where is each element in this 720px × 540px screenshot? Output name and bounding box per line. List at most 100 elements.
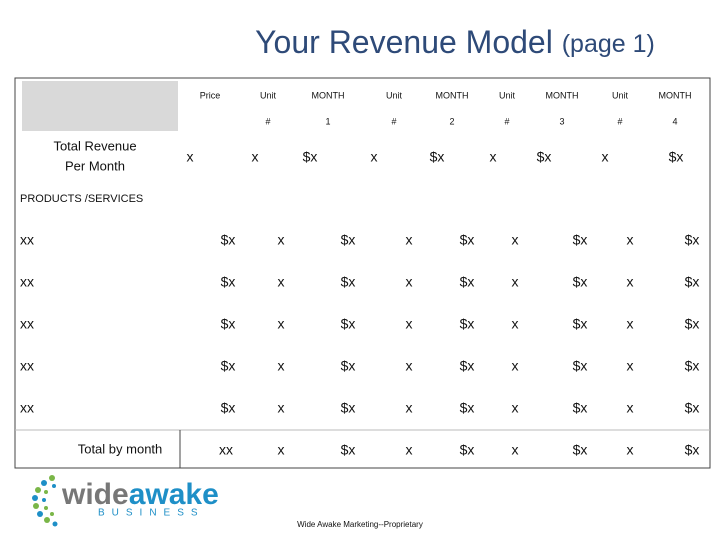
row-cell: $x <box>685 358 700 374</box>
row-cell: $x <box>341 232 356 248</box>
total-cell: x <box>406 442 413 458</box>
row-cell: x <box>278 316 285 332</box>
row-cell: $x <box>221 358 236 374</box>
row-cell: $x <box>460 274 475 290</box>
summary-cell: $x <box>537 149 552 165</box>
row-cell: x <box>512 274 519 290</box>
header-cell: MONTH <box>546 90 579 100</box>
total-cell: x <box>512 442 519 458</box>
row-cell: x <box>406 274 413 290</box>
header-cell: Unit <box>499 90 516 100</box>
total-cell: x <box>627 442 634 458</box>
table-border <box>14 77 711 469</box>
row-cell: $x <box>685 400 700 416</box>
header-cell: Unit <box>612 90 629 100</box>
row-cell: $x <box>221 316 236 332</box>
row-cell: x <box>627 358 634 374</box>
row-label: xx <box>20 400 34 416</box>
logo-wordmark: wideawake <box>61 478 219 511</box>
section-label: PRODUCTS /SERVICES <box>20 193 143 205</box>
row-cell: x <box>406 316 413 332</box>
row-cell: $x <box>460 400 475 416</box>
row-cell: x <box>278 274 285 290</box>
row-cell: $x <box>221 274 236 290</box>
header-cell: 4 <box>672 116 677 126</box>
header-cell: 3 <box>559 116 564 126</box>
footer: Wide Awake Marketing--Proprietary <box>297 520 423 529</box>
row-cell: x <box>512 316 519 332</box>
row-cell: x <box>512 232 519 248</box>
total-cell: $x <box>573 442 588 458</box>
row-cell: x <box>627 316 634 332</box>
summary-cell: x <box>490 149 497 165</box>
row-label: xx <box>20 316 34 332</box>
logo-word-2: awake <box>129 478 219 511</box>
row-cell: $x <box>460 232 475 248</box>
summary-label: Total Revenue <box>53 138 136 153</box>
total-cell: $x <box>341 442 356 458</box>
summary-cell: x <box>371 149 378 165</box>
table <box>14 77 711 469</box>
row-label: xx <box>20 358 34 374</box>
row-cell: $x <box>341 274 356 290</box>
row-cell: x <box>627 274 634 290</box>
table-cells: Price Unit MONTH Unit MONTH Unit MONTH Unit MONT… <box>20 90 699 457</box>
row-cell: $x <box>221 232 236 248</box>
row-cell: x <box>278 232 285 248</box>
header-cell: # <box>617 116 622 126</box>
total-cell: xx <box>219 442 233 458</box>
row-cell: $x <box>341 400 356 416</box>
header-cell: 2 <box>449 116 454 126</box>
row-cell: $x <box>573 400 588 416</box>
header-cell: Price <box>200 90 221 100</box>
title-suffix: (page 1) <box>562 30 655 58</box>
row-cell: $x <box>573 274 588 290</box>
total-cell: x <box>278 442 285 458</box>
summary-cell: x <box>602 149 609 165</box>
row-cell: $x <box>685 274 700 290</box>
row-cell: $x <box>460 358 475 374</box>
header-cell: # <box>391 116 396 126</box>
logo: wideawake BUSINESS <box>32 475 219 527</box>
logo-dots <box>32 475 58 527</box>
summary-cell: x <box>252 149 259 165</box>
total-cell: $x <box>685 442 700 458</box>
row-cell: x <box>278 400 285 416</box>
row-cell: $x <box>573 316 588 332</box>
row-cell: x <box>278 358 285 374</box>
header-cell: Unit <box>260 90 277 100</box>
row-cell: x <box>406 358 413 374</box>
row-cell: $x <box>573 358 588 374</box>
row-cell: x <box>406 232 413 248</box>
row-cell: x <box>627 400 634 416</box>
logo-word-1: wide <box>61 478 129 511</box>
row-cell: x <box>406 400 413 416</box>
header-cell: Unit <box>386 90 403 100</box>
row-cell: $x <box>685 232 700 248</box>
row-cell: x <box>627 232 634 248</box>
header-cell: MONTH <box>312 90 345 100</box>
header-cell: MONTH <box>659 90 692 100</box>
row-cell: $x <box>573 232 588 248</box>
row-cell: $x <box>341 316 356 332</box>
row-cell: $x <box>685 316 700 332</box>
title-main: Your Revenue Model <box>255 24 553 60</box>
title: Your Revenue Model (page 1) <box>255 24 655 60</box>
row-label: xx <box>20 274 34 290</box>
row-cell: x <box>512 358 519 374</box>
total-cell: $x <box>460 442 475 458</box>
header-cell: MONTH <box>436 90 469 100</box>
logo-tagline: BUSINESS <box>98 508 205 519</box>
header-shade <box>22 81 178 131</box>
header-cell: # <box>504 116 509 126</box>
row-cell: $x <box>460 316 475 332</box>
row-cell: $x <box>221 400 236 416</box>
header-cell: 1 <box>325 116 330 126</box>
summary-cell: $x <box>669 149 684 165</box>
row-cell: $x <box>341 358 356 374</box>
summary-cell: $x <box>430 149 445 165</box>
summary-label: Per Month <box>65 158 125 173</box>
row-label: xx <box>20 232 34 248</box>
summary-cell: $x <box>303 149 318 165</box>
